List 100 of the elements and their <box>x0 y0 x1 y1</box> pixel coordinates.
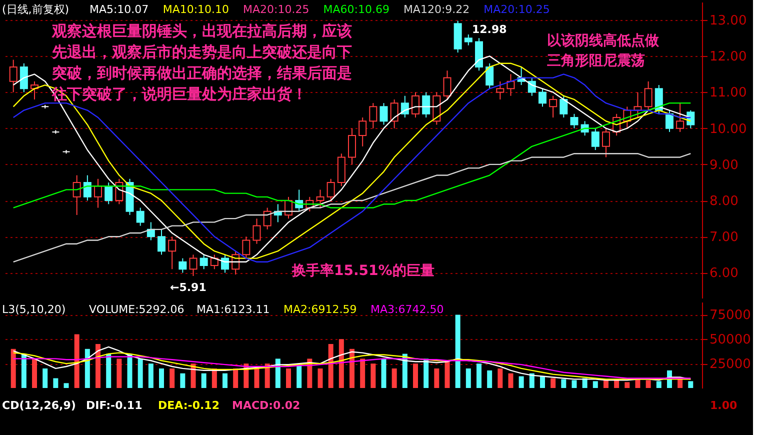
candlestick <box>326 178 335 202</box>
bar <box>350 348 354 388</box>
candlestick <box>422 92 430 118</box>
bar <box>338 339 344 388</box>
bar <box>74 334 80 388</box>
legend-title: L3(5,10,20) <box>2 303 66 316</box>
bar <box>392 368 397 388</box>
bar <box>656 381 662 388</box>
y-tick-label: 6.00 <box>710 266 738 282</box>
text: MA2:6912.59 <box>284 303 357 316</box>
bar <box>592 381 598 388</box>
candlestick <box>200 254 208 270</box>
text: MA5:10.07 <box>89 3 149 16</box>
bar <box>180 373 186 388</box>
bar <box>84 348 90 388</box>
bar <box>508 373 514 388</box>
annotation: 以该阴线高低点做三角形阻尼震荡 <box>547 32 660 69</box>
bar <box>498 368 503 388</box>
y-tick-label: 13.00 <box>710 14 747 29</box>
text: CD(12,26,9) <box>2 399 76 412</box>
line-series <box>12 352 692 380</box>
candlestick <box>83 174 92 202</box>
annotation: MA20:10.25 <box>243 3 310 16</box>
bar <box>96 344 101 388</box>
y-tick-label: 50000 <box>710 332 751 348</box>
candlestick <box>591 128 600 150</box>
candlestick <box>411 92 420 118</box>
annotation: VOLUME:5292.06 <box>89 303 184 316</box>
bar <box>127 354 132 388</box>
candlestick <box>136 207 144 226</box>
bar <box>275 358 280 388</box>
bar <box>540 376 545 388</box>
candlestick <box>380 102 388 126</box>
legend-title: (日线,前复权) <box>2 3 70 16</box>
text: DEA:-0.12 <box>158 399 220 412</box>
y-tick-label: 11.00 <box>710 86 747 101</box>
y-tick-label: 75000 <box>710 308 751 324</box>
candlestick <box>178 258 187 274</box>
bar <box>572 380 577 388</box>
annotation: ←5.91 <box>170 281 206 294</box>
candlestick <box>252 218 261 244</box>
candlestick <box>9 59 18 93</box>
candlestick <box>72 174 81 216</box>
bar <box>264 364 270 388</box>
annotation: 换手率15.51%的巨量 <box>291 262 434 279</box>
bar <box>603 380 608 388</box>
bar <box>106 354 112 388</box>
annotation: 12.98 <box>472 23 507 36</box>
candlestick <box>496 80 504 100</box>
bar <box>360 358 366 388</box>
text: MA10:10.10 <box>162 3 230 16</box>
candlestick <box>263 207 272 230</box>
bar <box>624 382 630 388</box>
bar <box>424 358 429 388</box>
candlestick <box>602 128 610 158</box>
bar <box>307 358 312 388</box>
candlestick <box>390 98 398 129</box>
bar <box>233 368 238 388</box>
bar <box>148 364 154 388</box>
candlestick <box>464 34 472 46</box>
bar <box>138 358 143 388</box>
y-tick-label: 12.00 <box>710 50 747 65</box>
y-tick-label: 10.00 <box>710 122 747 137</box>
bar <box>518 376 524 388</box>
text: DIF:-0.11 <box>86 399 142 412</box>
candlestick <box>189 254 198 276</box>
bar <box>222 373 228 388</box>
bar <box>550 378 556 388</box>
y-tick-label: 25000 <box>710 357 751 372</box>
text: MA120:9.22 <box>403 3 470 16</box>
y-tick-label: 7.00 <box>710 230 738 246</box>
bar <box>444 360 450 388</box>
candlestick <box>316 189 324 208</box>
candlestick <box>358 117 367 147</box>
candlestick <box>242 236 250 259</box>
candlestick <box>560 95 568 118</box>
candlestick <box>348 128 356 165</box>
bar <box>466 368 471 388</box>
candlestick <box>210 254 218 270</box>
bar <box>487 370 492 388</box>
bar <box>159 368 164 388</box>
candlestick <box>443 70 452 100</box>
text: 1.00 <box>710 399 738 412</box>
bar <box>21 354 26 388</box>
line-series <box>12 356 692 379</box>
candlestick <box>94 178 102 208</box>
y-tick-label: 9.00 <box>710 158 738 173</box>
bar <box>434 368 440 388</box>
line-series <box>12 153 692 262</box>
bar <box>286 368 292 388</box>
candlestick <box>369 102 378 129</box>
bar <box>381 358 386 388</box>
bar <box>561 379 566 388</box>
candlestick <box>486 62 494 90</box>
bar <box>318 368 323 388</box>
text: MA20:10.25 <box>484 3 550 16</box>
candlestick <box>676 102 684 132</box>
bar <box>170 368 175 388</box>
bar <box>455 314 460 388</box>
y-tick-label: 8.00 <box>710 194 738 210</box>
